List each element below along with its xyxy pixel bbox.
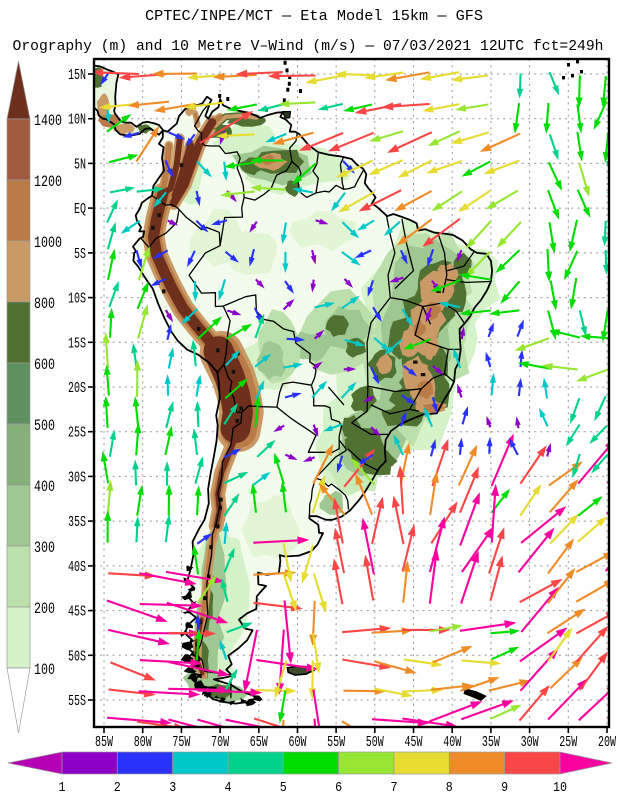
svg-text:9: 9	[501, 780, 508, 796]
svg-text:EQ: EQ	[74, 202, 86, 218]
svg-text:35S: 35S	[68, 515, 86, 531]
svg-text:25W: 25W	[559, 735, 577, 751]
svg-text:45S: 45S	[68, 605, 86, 621]
svg-text:1: 1	[59, 780, 66, 796]
svg-text:1400: 1400	[34, 112, 62, 130]
svg-text:10N: 10N	[68, 113, 86, 129]
svg-text:4: 4	[225, 780, 232, 796]
svg-text:65W: 65W	[250, 735, 268, 751]
svg-text:70W: 70W	[211, 735, 229, 751]
svg-text:50W: 50W	[366, 735, 384, 751]
svg-text:7: 7	[391, 780, 398, 796]
svg-text:80W: 80W	[134, 735, 152, 751]
svg-text:600: 600	[34, 356, 55, 374]
svg-text:15N: 15N	[68, 68, 86, 84]
svg-text:35W: 35W	[482, 735, 500, 751]
svg-text:40W: 40W	[443, 735, 461, 751]
svg-text:5: 5	[280, 780, 287, 796]
svg-text:20W: 20W	[598, 735, 616, 751]
svg-text:5S: 5S	[74, 247, 86, 263]
svg-text:500: 500	[34, 417, 55, 435]
svg-text:200: 200	[34, 600, 55, 618]
svg-text:100: 100	[34, 661, 55, 679]
svg-text:8: 8	[446, 780, 453, 796]
svg-text:50S: 50S	[68, 649, 86, 665]
svg-text:400: 400	[34, 478, 55, 496]
svg-text:10: 10	[553, 780, 567, 796]
svg-text:20S: 20S	[68, 381, 86, 397]
svg-text:800: 800	[34, 295, 55, 313]
svg-text:1000: 1000	[34, 234, 62, 252]
svg-text:30S: 30S	[68, 470, 86, 486]
svg-text:1200: 1200	[34, 173, 62, 191]
svg-text:75W: 75W	[172, 735, 190, 751]
svg-text:30W: 30W	[521, 735, 539, 751]
svg-text:55S: 55S	[68, 694, 86, 710]
svg-text:300: 300	[34, 539, 55, 557]
svg-text:25S: 25S	[68, 426, 86, 442]
svg-text:10S: 10S	[68, 292, 86, 308]
svg-text:5N: 5N	[74, 157, 86, 173]
svg-text:55W: 55W	[327, 735, 345, 751]
svg-text:15S: 15S	[68, 336, 86, 352]
svg-text:60W: 60W	[289, 735, 307, 751]
svg-text:6: 6	[335, 780, 342, 796]
svg-text:2: 2	[114, 780, 121, 796]
svg-text:CPTEC/INPE/MCT — Eta Model 15: CPTEC/INPE/MCT — Eta Model 15km — GFS	[145, 8, 483, 25]
svg-text:Orography (m) and 10 Metre V–W: Orography (m) and 10 Metre V–Wind (m/s) …	[13, 38, 604, 55]
svg-text:3: 3	[169, 780, 176, 796]
svg-text:45W: 45W	[405, 735, 423, 751]
svg-text:85W: 85W	[95, 735, 113, 751]
svg-text:40S: 40S	[68, 560, 86, 576]
